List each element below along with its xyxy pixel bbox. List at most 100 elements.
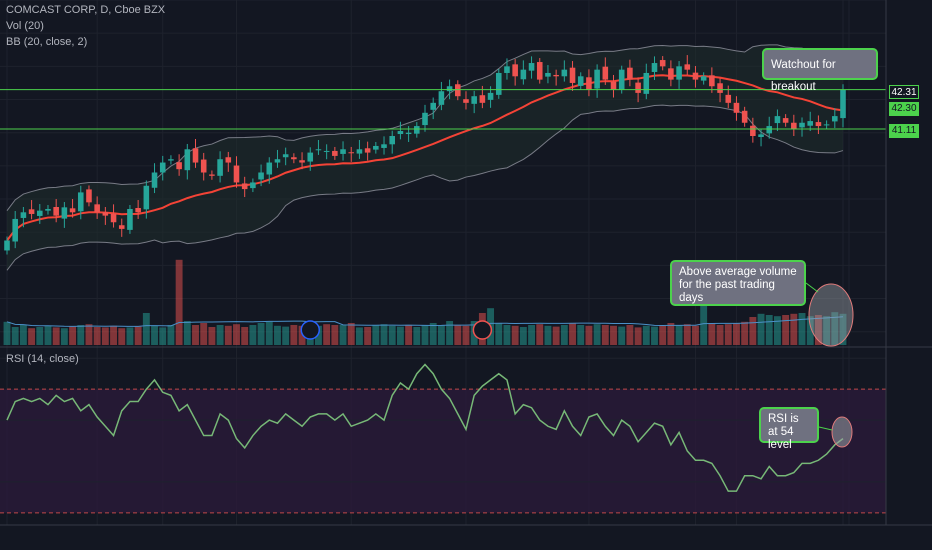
candle-body bbox=[594, 69, 600, 89]
candle-body bbox=[192, 148, 199, 163]
rsi-pane bbox=[0, 357, 886, 514]
candle-body bbox=[676, 66, 682, 80]
candle-body bbox=[291, 157, 297, 160]
candle-body bbox=[94, 204, 100, 213]
candle-body bbox=[487, 92, 494, 100]
volume-highlight-circle bbox=[808, 283, 854, 347]
candle-body bbox=[159, 162, 166, 173]
volume-bar bbox=[454, 325, 462, 345]
candle-body bbox=[176, 162, 182, 170]
candle-body bbox=[184, 149, 191, 171]
volume-bar bbox=[142, 313, 150, 345]
volume-bar bbox=[85, 324, 93, 345]
candle-body bbox=[356, 149, 363, 154]
volume-bar bbox=[782, 315, 790, 345]
volume-bar bbox=[36, 327, 44, 345]
rsi-callout: RSI is at 54 level bbox=[759, 407, 819, 451]
candle-body bbox=[758, 134, 764, 138]
volume-bar bbox=[601, 325, 609, 345]
candle-body bbox=[479, 95, 486, 103]
candle-body bbox=[340, 149, 346, 154]
volume-bar bbox=[708, 323, 716, 345]
candle-body bbox=[36, 210, 43, 216]
last-price-label: 42.31 bbox=[889, 85, 919, 99]
volume-bar bbox=[585, 325, 593, 345]
volume-bar bbox=[626, 325, 634, 345]
volume-bar bbox=[552, 326, 560, 345]
candle-body bbox=[28, 209, 35, 214]
breakout-callout: Watchout for breakout bbox=[762, 48, 878, 93]
candle-body bbox=[520, 69, 527, 80]
candle-body bbox=[791, 122, 797, 130]
volume-bar bbox=[569, 323, 576, 345]
volume-bar bbox=[544, 325, 552, 345]
candle-body bbox=[405, 132, 412, 135]
candle-body bbox=[389, 136, 396, 145]
volume-bar bbox=[519, 327, 527, 345]
event-markers bbox=[300, 320, 493, 340]
volume-bar bbox=[118, 328, 126, 345]
volume-bar bbox=[839, 313, 847, 345]
volume-bar bbox=[52, 327, 60, 345]
volume-bar bbox=[175, 259, 183, 345]
volume-bar bbox=[183, 321, 191, 345]
volume-bar bbox=[60, 328, 68, 345]
volume-bar bbox=[667, 323, 675, 345]
volume-bar bbox=[224, 325, 232, 345]
candle-body bbox=[20, 212, 27, 218]
candle-body bbox=[815, 122, 822, 127]
volume-bar bbox=[749, 317, 757, 345]
candle-body bbox=[241, 183, 248, 190]
candle-body bbox=[323, 150, 330, 152]
candle-body bbox=[45, 208, 51, 211]
rsi-callout-pointer bbox=[818, 426, 833, 431]
candle-body bbox=[741, 110, 748, 123]
candle-body bbox=[561, 69, 568, 77]
volume-bar bbox=[208, 327, 216, 345]
bb-lower-line bbox=[6, 104, 844, 271]
volume-bar bbox=[683, 324, 691, 345]
candle-body bbox=[12, 218, 18, 242]
horizontal-levels bbox=[0, 89, 886, 347]
candle-body bbox=[69, 208, 76, 213]
volume-bar bbox=[126, 327, 134, 345]
candle-body bbox=[610, 81, 617, 90]
volume-bar bbox=[446, 321, 454, 345]
volume-bar bbox=[257, 323, 265, 345]
candle-body bbox=[512, 64, 518, 77]
volume-bar bbox=[413, 327, 421, 345]
candle-body bbox=[823, 124, 830, 126]
candle-body bbox=[717, 83, 723, 93]
candle-body bbox=[274, 159, 281, 163]
candle-body bbox=[209, 174, 215, 176]
volume-bar bbox=[593, 324, 601, 345]
volume-bar bbox=[364, 327, 372, 345]
volume-bar bbox=[511, 325, 519, 345]
candle-body bbox=[315, 149, 322, 151]
volume-bar bbox=[93, 327, 101, 345]
volume-bar bbox=[405, 325, 413, 345]
candle-body bbox=[127, 208, 133, 230]
candle-body bbox=[135, 207, 141, 213]
earnings-marker-circle bbox=[472, 320, 493, 340]
candle-body bbox=[143, 185, 150, 210]
volume-bar bbox=[536, 324, 544, 345]
candle-body bbox=[684, 64, 691, 70]
volume-ma-line bbox=[6, 316, 844, 327]
volume-bar bbox=[315, 325, 322, 345]
candle-body bbox=[86, 189, 92, 203]
volume-bar bbox=[380, 324, 388, 345]
volume-bar bbox=[110, 325, 117, 345]
candle-body bbox=[774, 116, 781, 124]
volume-bar bbox=[265, 321, 273, 345]
volume-bar bbox=[429, 323, 437, 345]
volume-bar bbox=[814, 315, 822, 345]
candle-body bbox=[381, 144, 387, 148]
rsi-band-fill bbox=[0, 389, 886, 513]
volume-bar bbox=[282, 326, 290, 345]
candle-body bbox=[692, 72, 699, 80]
rsi-highlight-circle bbox=[831, 416, 853, 448]
rsi-line bbox=[6, 363, 844, 492]
candle-body bbox=[733, 102, 740, 113]
